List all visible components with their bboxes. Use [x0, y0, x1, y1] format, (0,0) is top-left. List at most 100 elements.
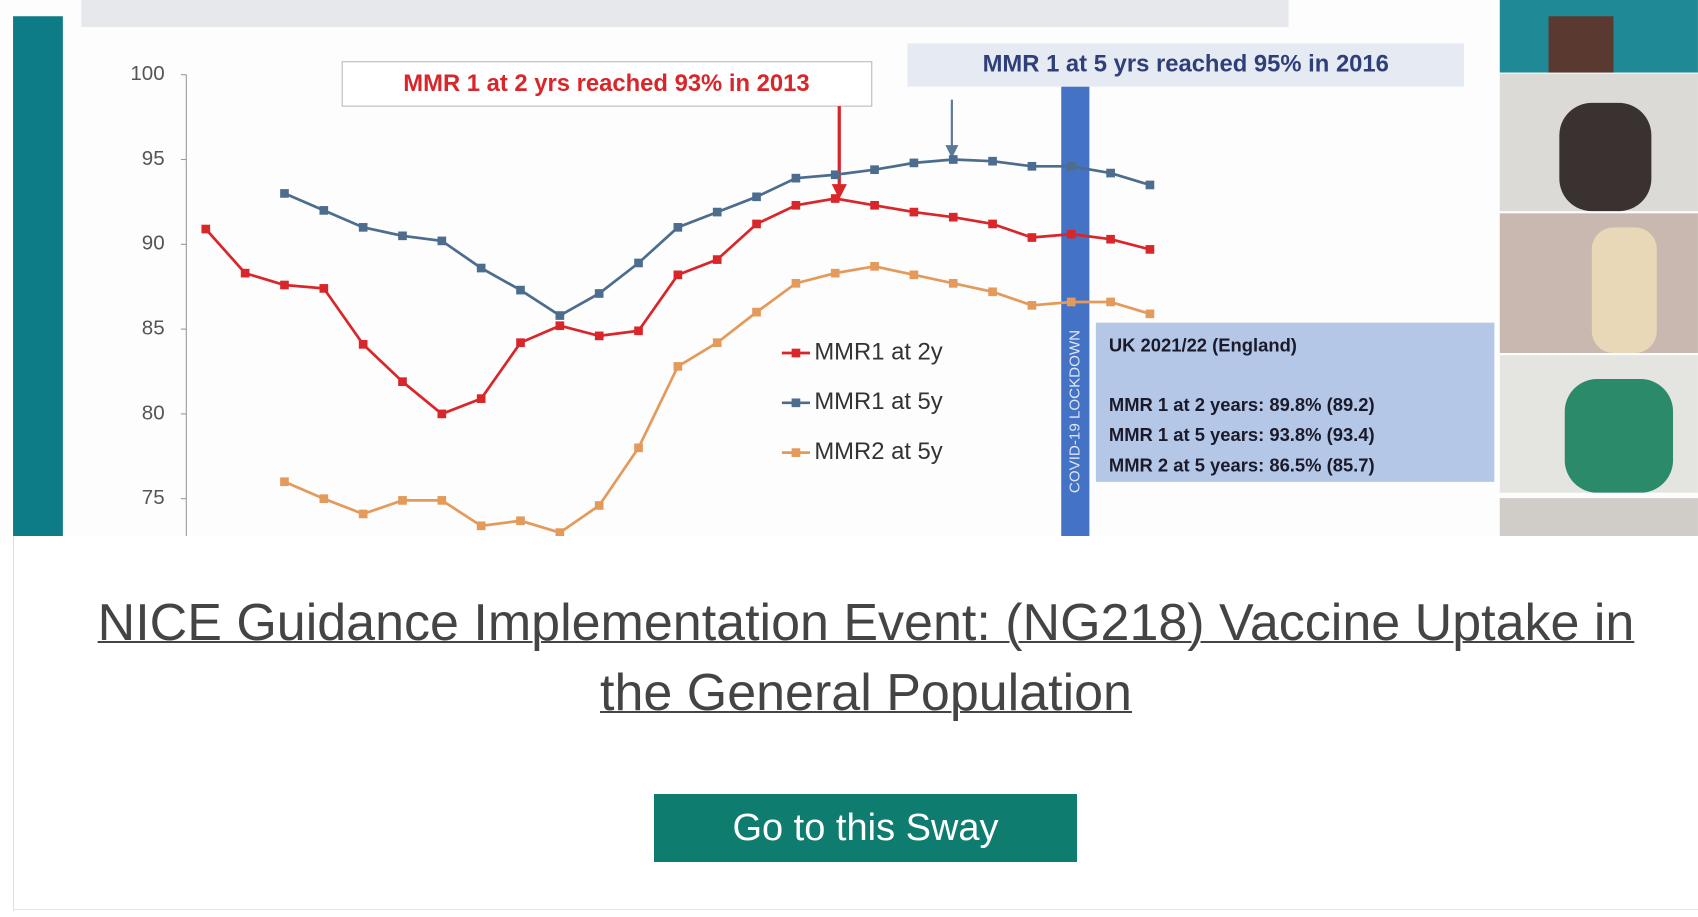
video-person	[1559, 103, 1651, 211]
event-link[interactable]: NICE Guidance Implementation Event: (NG2…	[66, 588, 1666, 728]
data-point	[752, 220, 761, 229]
data-point	[792, 279, 801, 288]
slide-header	[81, 0, 1288, 27]
data-point	[477, 394, 486, 403]
data-point	[949, 155, 958, 164]
data-point	[438, 410, 447, 419]
legend-label: MMR1 at 2y	[814, 338, 942, 365]
data-point	[1146, 245, 1155, 254]
data-point	[634, 326, 643, 335]
data-point	[1067, 162, 1076, 171]
data-point	[516, 338, 525, 347]
data-point	[241, 269, 250, 278]
data-point	[634, 259, 643, 268]
card-border	[13, 536, 14, 911]
data-point	[1028, 162, 1037, 171]
data-point	[910, 159, 919, 168]
legend-marker	[792, 349, 801, 358]
data-point	[870, 165, 879, 174]
data-point	[1028, 301, 1037, 310]
lockdown-label: COVID-19 LOCKDOWN	[1066, 330, 1083, 493]
y-tick-label: 85	[142, 317, 165, 340]
y-tick-label: 100	[130, 62, 164, 85]
data-point	[674, 362, 683, 371]
data-point	[634, 443, 643, 452]
legend-label: MMR1 at 5y	[814, 388, 942, 415]
card-border	[13, 909, 1698, 910]
data-point	[988, 287, 997, 296]
data-point	[988, 157, 997, 166]
data-point	[280, 189, 289, 198]
y-tick-label: 75	[142, 486, 165, 509]
data-point	[988, 220, 997, 229]
data-point	[516, 286, 525, 295]
data-point	[359, 510, 368, 519]
go-to-sway-button[interactable]: Go to this Sway	[654, 794, 1077, 862]
data-point	[792, 174, 801, 183]
legend-marker	[792, 448, 801, 457]
data-point	[1106, 235, 1115, 244]
data-point	[713, 255, 722, 264]
video-person	[1565, 379, 1673, 493]
data-point	[1106, 169, 1115, 178]
data-point	[477, 521, 486, 530]
info-line: MMR 1 at 2 years: 89.8% (89.2)	[1109, 394, 1375, 415]
slide-accent	[13, 16, 63, 536]
annotation: MMR 1 at 2 yrs reached 93% in 2013	[403, 70, 809, 97]
data-point	[438, 496, 447, 505]
data-point	[1028, 233, 1037, 242]
data-point	[516, 516, 525, 525]
data-point	[792, 201, 801, 210]
data-point	[831, 170, 840, 179]
data-point	[910, 208, 919, 217]
data-point	[359, 340, 368, 349]
data-point	[595, 289, 604, 298]
data-point	[595, 501, 604, 510]
data-point	[556, 321, 565, 330]
legend-label: MMR2 at 5y	[814, 438, 942, 465]
data-point	[870, 201, 879, 210]
data-point	[949, 279, 958, 288]
data-point	[280, 477, 289, 486]
data-point	[831, 194, 840, 203]
info-line: MMR 2 at 5 years: 86.5% (85.7)	[1109, 455, 1375, 476]
data-point	[319, 284, 328, 293]
data-point	[398, 377, 407, 386]
data-point	[556, 311, 565, 320]
legend-marker	[792, 398, 801, 407]
data-point	[1067, 230, 1076, 239]
data-point	[398, 231, 407, 240]
annotation: MMR 1 at 5 yrs reached 95% in 2016	[983, 50, 1389, 77]
data-point	[713, 338, 722, 347]
data-point	[477, 264, 486, 273]
chart: COVID-19 LOCKDOWN MMR 1 at 2 yrs reached…	[0, 0, 1698, 536]
data-point	[1146, 310, 1155, 319]
data-point	[319, 494, 328, 503]
data-point	[752, 192, 761, 201]
y-tick-label: 90	[142, 232, 165, 255]
data-point	[1067, 298, 1076, 307]
data-point	[752, 308, 761, 317]
video-person	[1549, 16, 1614, 72]
data-point	[1146, 181, 1155, 190]
data-point	[870, 262, 879, 271]
data-point	[319, 206, 328, 215]
data-point	[713, 208, 722, 217]
data-point	[910, 271, 919, 280]
data-point	[438, 237, 447, 246]
data-point	[398, 496, 407, 505]
data-point	[1106, 298, 1115, 307]
data-point	[949, 213, 958, 222]
y-tick-label: 80	[142, 401, 165, 424]
data-point	[359, 223, 368, 232]
page: COVID-19 LOCKDOWN MMR 1 at 2 yrs reached…	[0, 0, 1698, 917]
info-line: MMR 1 at 5 years: 93.8% (93.4)	[1109, 424, 1375, 445]
info-title: UK 2021/22 (England)	[1109, 334, 1297, 355]
y-tick-label: 95	[142, 147, 165, 170]
video-person	[1592, 227, 1657, 353]
data-point	[674, 223, 683, 232]
data-point	[280, 281, 289, 290]
data-point	[595, 332, 604, 341]
data-point	[831, 269, 840, 278]
data-point	[201, 225, 210, 234]
